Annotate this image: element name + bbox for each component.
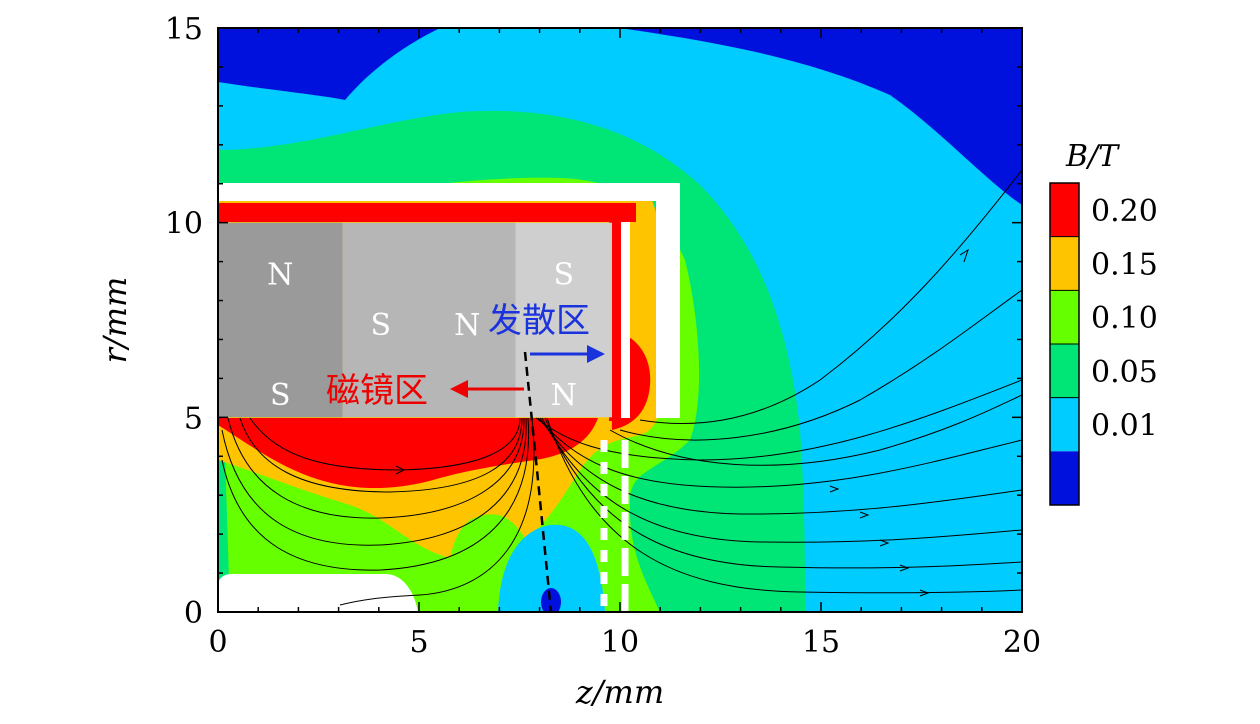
divergent-region-label: 发散区 xyxy=(488,301,590,341)
colorbar: 0.20 0.15 0.10 0.05 0.01 xyxy=(1049,182,1158,506)
x-axis-label: z/mm xyxy=(575,673,664,711)
magnet-block-2 xyxy=(342,222,516,418)
colorbar-tick-label: 0.01 xyxy=(1091,409,1158,444)
field-lines xyxy=(221,169,1022,606)
field-line-arrow xyxy=(919,589,930,597)
axial-insert xyxy=(218,574,418,612)
field-line-arrow xyxy=(959,248,969,263)
x-tick-label: 10 xyxy=(601,625,639,660)
field-line-11 xyxy=(544,417,1022,569)
x-tick-label: 0 xyxy=(208,625,227,660)
field-line-6 xyxy=(339,417,535,606)
field-line-arrow xyxy=(899,564,910,572)
field-line-arrow xyxy=(395,465,406,475)
field-line-arrow xyxy=(859,511,870,519)
field-line-9 xyxy=(539,417,1022,515)
magnet-pole-label: S xyxy=(270,378,291,413)
housing-side xyxy=(656,183,680,418)
field-line-1 xyxy=(249,417,521,471)
colorbar-swatch xyxy=(1050,397,1079,452)
y-tick-label: 5 xyxy=(184,401,203,436)
field-line-arrow xyxy=(829,485,840,493)
colorbar-tick-label: 0.10 xyxy=(1091,301,1158,336)
field-band-above-0.20-lower xyxy=(218,418,598,489)
field-line-8 xyxy=(537,417,1022,488)
field-band-axis-pocket xyxy=(498,524,605,612)
pole-gap-plate xyxy=(621,222,630,418)
colorbar-swatch xyxy=(1050,451,1079,505)
magnet-pole-label: S xyxy=(371,308,392,343)
colorbar-tick-label: 0.05 xyxy=(1091,355,1158,390)
field-band-below-0.01-top-right xyxy=(620,28,1022,205)
magnet-block-3 xyxy=(515,222,612,418)
field-line-2 xyxy=(239,417,523,493)
axis-tick-labels: 0 5 10 15 20 0 5 10 15 xyxy=(165,12,1041,660)
colorbar-title: B/T xyxy=(1065,139,1120,174)
x-tick-label: 5 xyxy=(409,625,428,660)
field-line-15 xyxy=(609,394,1022,466)
pole-piece-top xyxy=(218,203,636,222)
pole-piece-side xyxy=(609,203,621,421)
colorbar-swatch xyxy=(1050,344,1079,398)
y-tick-label: 0 xyxy=(184,596,203,631)
divergent-region-arrowhead xyxy=(587,345,605,363)
magnet-pole-label: N xyxy=(267,257,293,292)
field-line-13 xyxy=(639,169,1022,425)
y-tick-label: 15 xyxy=(165,12,203,47)
field-band-axis-null xyxy=(541,588,561,612)
pole-labels: N S S S N N xyxy=(267,257,577,413)
colorbar-tick-label: 0.15 xyxy=(1091,248,1158,283)
colorbar-swatch xyxy=(1050,290,1079,344)
housing-top xyxy=(218,183,680,201)
field-line-7 xyxy=(535,379,1022,461)
mirror-region-arrowhead xyxy=(450,380,468,398)
x-tick-label: 20 xyxy=(1003,625,1041,660)
colorbar-tick-label: 0.20 xyxy=(1091,194,1158,229)
colorbar-swatch xyxy=(1050,236,1079,291)
mirror-region-label: 磁镜区 xyxy=(326,371,428,411)
magnet-block-1 xyxy=(218,222,343,418)
field-line-4 xyxy=(221,417,527,546)
axis-ticks xyxy=(217,27,1023,613)
field-line-12 xyxy=(546,417,1022,594)
colorbar-swatch xyxy=(1050,183,1079,237)
magnet-pole-label: N xyxy=(551,378,577,413)
separatrix-line xyxy=(523,351,553,613)
y-tick-label: 10 xyxy=(165,207,203,242)
field-line-14 xyxy=(619,289,1022,441)
magnet-pole-label: N xyxy=(454,308,480,343)
y-axis-label: r/mm xyxy=(96,277,134,364)
field-band-below-0.01-top-left xyxy=(218,28,440,100)
magnet-assembly: N S S S N N xyxy=(218,183,680,612)
field-line-10 xyxy=(541,417,1022,543)
field-line-3 xyxy=(227,417,525,519)
field-line-5 xyxy=(221,417,530,571)
x-tick-label: 15 xyxy=(802,625,840,660)
field-line-arrow xyxy=(879,539,890,547)
magnet-pole-label: S xyxy=(553,257,574,292)
